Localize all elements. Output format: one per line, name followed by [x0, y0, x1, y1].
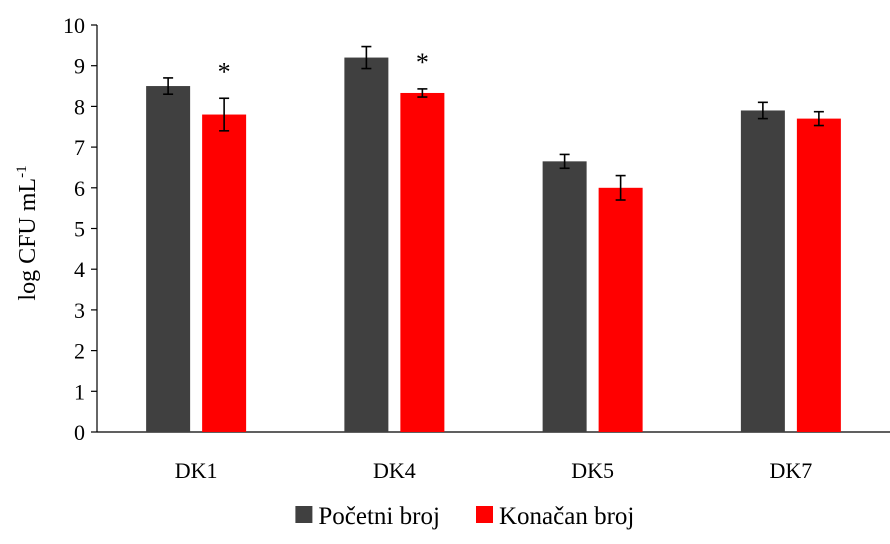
y-tick-label: 7 — [74, 135, 85, 160]
y-tick-label: 1 — [74, 379, 85, 404]
significance-marker: * — [218, 57, 231, 86]
y-tick-label: 5 — [74, 217, 85, 242]
bar — [542, 161, 587, 432]
x-tick-label: DK4 — [373, 458, 416, 483]
y-tick-label: 3 — [74, 298, 85, 323]
significance-marker: * — [416, 48, 429, 77]
y-axis-title-text: log CFU mL — [15, 178, 41, 301]
legend-swatch — [295, 506, 313, 523]
axes: 0 1 2 3 4 5 6 7 8 9 10 DK1 DK4 DK5 DK7 — [63, 13, 890, 483]
bar — [202, 114, 247, 432]
y-tick-label: 8 — [74, 94, 85, 119]
y-tick-label: 4 — [74, 257, 85, 282]
y-axis-title: log CFU mL-1 — [14, 165, 41, 300]
x-tick-label: DK7 — [769, 458, 812, 483]
annotations: * * — [218, 48, 429, 86]
error-bars — [163, 45, 824, 201]
bar — [740, 110, 785, 432]
legend-swatch — [476, 506, 493, 523]
y-tick-label: 2 — [74, 339, 85, 364]
x-tick-label: DK5 — [571, 458, 614, 483]
bar — [598, 187, 643, 432]
y-tick-label: 9 — [74, 54, 85, 79]
bar — [344, 57, 389, 433]
bar — [146, 86, 191, 433]
legend-label: Početni broj — [318, 503, 440, 530]
y-axis-title-superscript: -1 — [14, 165, 30, 178]
y-tick-label: 10 — [63, 13, 85, 38]
x-tick-label: DK1 — [175, 458, 218, 483]
bar — [400, 92, 445, 433]
y-tick-label: 0 — [74, 420, 85, 445]
bar — [796, 118, 841, 433]
legend: Početni broj Konačan broj — [295, 503, 634, 530]
legend-label: Konačan broj — [499, 503, 634, 530]
bars — [146, 57, 841, 433]
y-tick-label: 6 — [74, 176, 85, 201]
